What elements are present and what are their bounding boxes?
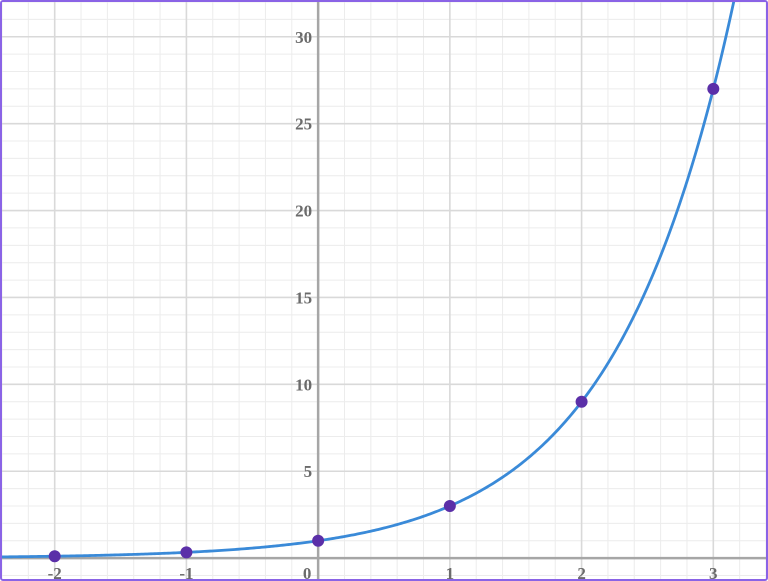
- x-tick-label: -1: [179, 564, 193, 579]
- y-tick-label: 30: [295, 28, 312, 47]
- points-layer: [48, 82, 720, 563]
- curve-layer: [2, 2, 736, 559]
- x-tick-label: 2: [577, 564, 586, 579]
- y-tick-label: 10: [295, 375, 312, 394]
- y-tick-label: 15: [295, 288, 312, 307]
- exponential-curve: [2, 2, 736, 559]
- data-point: [312, 534, 325, 547]
- x-tick-label: 0: [303, 564, 312, 579]
- tick-labels: -2 -1 0 1 2 3 5 10 15 20 25 30: [48, 28, 718, 579]
- y-tick-label: 20: [295, 202, 312, 221]
- data-point: [180, 546, 193, 559]
- y-tick-label: 25: [295, 115, 312, 134]
- data-point: [443, 500, 456, 513]
- x-tick-label: -2: [48, 564, 62, 579]
- y-tick-label: 5: [304, 462, 313, 481]
- data-point: [575, 395, 588, 408]
- x-tick-label: 1: [446, 564, 455, 579]
- x-tick-label: 3: [709, 564, 718, 579]
- data-point: [48, 550, 61, 563]
- data-point: [707, 82, 720, 95]
